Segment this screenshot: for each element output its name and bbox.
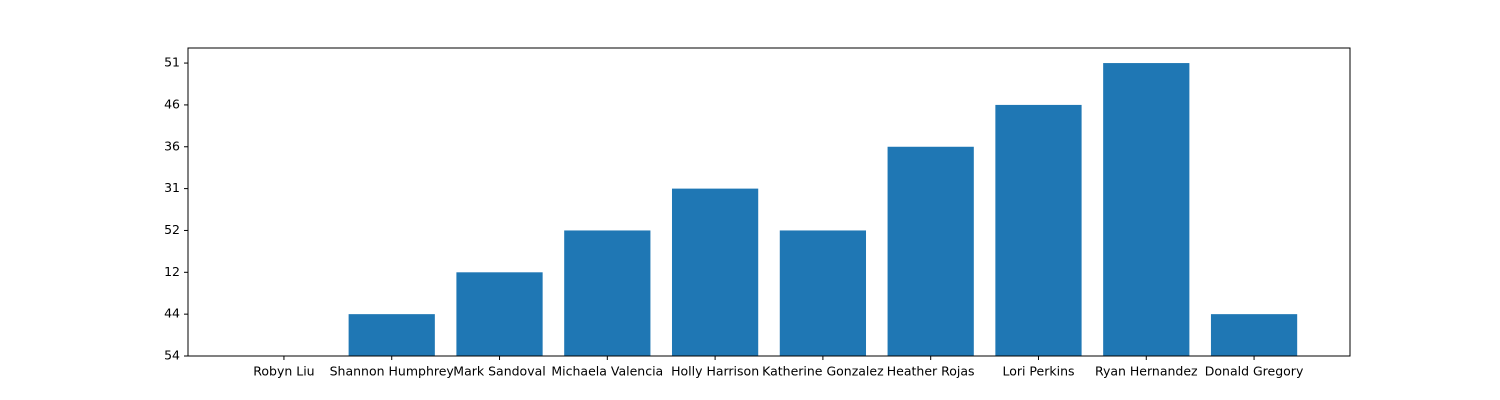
x-tick-label: Michaela Valencia [551, 364, 663, 379]
x-tick-label: Ryan Hernandez [1095, 364, 1198, 379]
y-tick-label: 12 [164, 264, 180, 279]
bar [995, 104, 1082, 356]
y-tick-label: 36 [164, 138, 180, 153]
x-tick-label: Mark Sandoval [453, 364, 545, 379]
x-tick-label: Holly Harrison [671, 364, 759, 379]
x-tick-label: Heather Rojas [887, 364, 975, 379]
y-tick-label: 46 [164, 96, 180, 111]
x-tick-label: Robyn Liu [253, 364, 314, 379]
x-tick-label: Shannon Humphrey [330, 364, 455, 379]
y-tick-label: 44 [164, 306, 180, 321]
y-tick-label: 54 [164, 348, 180, 363]
bar [671, 188, 759, 356]
bar [779, 230, 867, 356]
y-tick-label: 31 [164, 180, 180, 195]
bar [456, 272, 543, 356]
bar [1210, 314, 1298, 356]
bar [564, 230, 651, 356]
y-tick-label: 51 [164, 55, 180, 70]
bar [348, 314, 435, 356]
x-tick-label: Lori Perkins [1002, 364, 1074, 379]
x-tick-label: Donald Gregory [1205, 364, 1304, 379]
plot-frame [187, 47, 1351, 357]
y-tick-label: 52 [164, 222, 180, 237]
x-tick-label: Katherine Gonzalez [762, 364, 884, 379]
bar [887, 146, 974, 356]
bar [1103, 63, 1190, 356]
